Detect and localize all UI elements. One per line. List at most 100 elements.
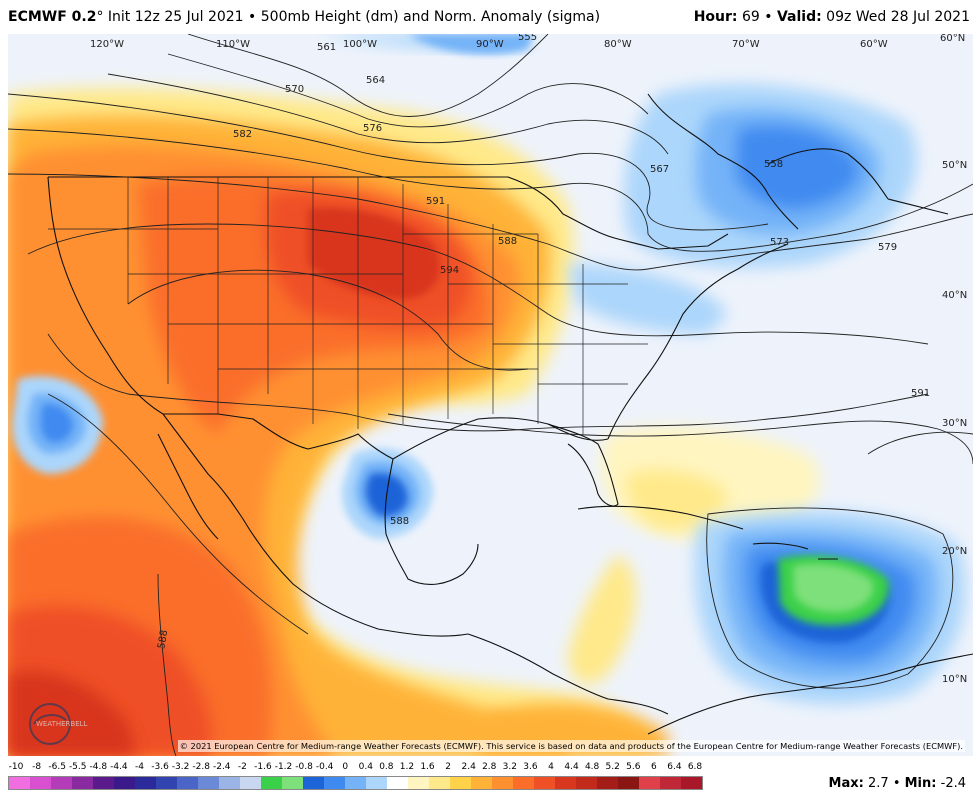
colorbar-label: 5.6 bbox=[626, 762, 641, 772]
lon-labels: 120°W 110°W 100°W 90°W 80°W 70°W 60°W bbox=[90, 39, 888, 50]
hour-value: 69 bbox=[741, 9, 760, 25]
colorbar-swatch bbox=[513, 777, 534, 789]
credit-text: © 2021 European Centre for Medium-range … bbox=[177, 740, 965, 752]
colorbar: -10 -8 -6.5 -5.5 -4.8 -4.4 -4 -3.6 -3.2 -2.8 -2.4-… bbox=[8, 762, 703, 802]
colorbar-swatch bbox=[681, 777, 702, 789]
colorbar-label: 5.2 bbox=[605, 762, 620, 772]
colorbar-label: -4.8 bbox=[89, 762, 108, 772]
lon-label: 100°W bbox=[343, 39, 377, 50]
contour-label: 576 bbox=[363, 123, 382, 134]
colorbar-label: 0 bbox=[342, 762, 349, 772]
colorbar-label: 1.6 bbox=[420, 762, 435, 772]
colorbar-label: 2.8 bbox=[482, 762, 497, 772]
colorbar-swatches bbox=[8, 776, 703, 790]
colorbar-label: 1.2 bbox=[399, 762, 415, 772]
colorbar-label: -0.4 bbox=[315, 762, 334, 772]
colorbar-swatch bbox=[177, 777, 198, 789]
colorbar-label: 2 bbox=[445, 762, 451, 772]
colorbar-label: 0.4 bbox=[358, 762, 373, 772]
colorbar-label: 0.8 bbox=[379, 762, 394, 772]
colorbar-label: -1.2 bbox=[274, 762, 293, 772]
negative-anomaly-fill bbox=[12, 34, 966, 705]
colorbar-swatch bbox=[261, 777, 282, 789]
title-separator: • bbox=[248, 9, 257, 25]
colorbar-swatch bbox=[387, 777, 408, 789]
colorbar-swatch bbox=[576, 777, 597, 789]
product-name: 500mb Height (dm) and Norm. Anomaly (sig… bbox=[260, 9, 601, 25]
colorbar-label: -3.2 bbox=[171, 762, 190, 772]
colorbar-swatch bbox=[30, 777, 51, 789]
colorbar-swatch bbox=[597, 777, 618, 789]
colorbar-swatch bbox=[555, 777, 576, 789]
colorbar-label: -1.6 bbox=[254, 762, 272, 772]
colorbar-swatch bbox=[534, 777, 555, 789]
colorbar-label: -8 bbox=[32, 762, 42, 772]
colorbar-label: 6 bbox=[650, 762, 657, 772]
colorbar-label: 2.4 bbox=[461, 762, 476, 772]
header: ECMWF 0.2° Init 12z 25 Jul 2021 • 500mb … bbox=[0, 0, 980, 32]
lat-labels: 60°N 50°N 40°N 30°N 20°N 10°N bbox=[940, 34, 967, 685]
colorbar-swatch bbox=[618, 777, 639, 789]
colorbar-label: -2 bbox=[237, 762, 247, 772]
valid-label: Valid: bbox=[776, 9, 822, 25]
colorbar-swatch bbox=[282, 777, 303, 789]
colorbar-swatch bbox=[9, 777, 30, 789]
lat-label: 60°N bbox=[940, 34, 965, 44]
state-lines bbox=[48, 177, 648, 434]
colorbar-label: 3.6 bbox=[523, 762, 538, 772]
colorbar-label: 3.2 bbox=[502, 762, 517, 772]
max-min-readout: Max: 2.7 • Min: -2.4 bbox=[829, 776, 966, 791]
colorbar-label: -3.6 bbox=[151, 762, 169, 772]
valid-separator: • bbox=[764, 9, 773, 25]
max-value: 2.7 bbox=[867, 776, 889, 791]
colorbar-labels: -10 -8 -6.5 -5.5 -4.8 -4.4 -4 -3.6 -3.2 -2.8 -2.4-… bbox=[8, 762, 703, 775]
colorbar-swatch bbox=[429, 777, 450, 789]
colorbar-swatch bbox=[366, 777, 387, 789]
contour-label: 558 bbox=[764, 159, 783, 170]
contour-label: 570 bbox=[285, 84, 304, 95]
contour-label: 582 bbox=[233, 129, 252, 140]
hour-label: Hour: bbox=[693, 9, 738, 25]
colorbar-label: -6.5 bbox=[48, 762, 66, 772]
lon-label: 70°W bbox=[732, 39, 760, 50]
max-label: Max: bbox=[828, 776, 864, 791]
weather-map: 120°W 110°W 100°W 90°W 80°W 70°W 60°W 60… bbox=[8, 34, 973, 756]
contour-label: 567 bbox=[650, 164, 669, 175]
min-value: -2.4 bbox=[940, 776, 966, 791]
colorbar-label: -4.4 bbox=[110, 762, 128, 772]
colorbar-swatch bbox=[660, 777, 681, 789]
lon-label: 90°W bbox=[476, 39, 504, 50]
colorbar-swatch bbox=[219, 777, 240, 789]
contour-label: 588 bbox=[498, 236, 517, 247]
lon-label: 60°W bbox=[860, 39, 888, 50]
colorbar-swatch bbox=[198, 777, 219, 789]
map-svg: 120°W 110°W 100°W 90°W 80°W 70°W 60°W 60… bbox=[8, 34, 973, 756]
colorbar-label: 6.4 bbox=[667, 762, 682, 772]
colorbar-swatch bbox=[93, 777, 114, 789]
lat-label: 20°N bbox=[942, 546, 967, 557]
colorbar-label: -5.5 bbox=[68, 762, 87, 772]
colorbar-swatch bbox=[639, 777, 660, 789]
contour-label: 555 bbox=[518, 34, 537, 43]
min-label: Min: bbox=[904, 776, 937, 791]
lat-label: 30°N bbox=[942, 418, 967, 429]
contour-label: 594 bbox=[440, 265, 459, 276]
map-borders bbox=[47, 93, 973, 735]
degree-mark: ° bbox=[96, 9, 104, 25]
colorbar-label: -10 bbox=[8, 762, 24, 772]
contour-label: 579 bbox=[878, 242, 897, 253]
colorbar-label: -0.8 bbox=[295, 762, 313, 772]
contour-label: 591 bbox=[911, 388, 930, 399]
contour-label: 573 bbox=[770, 237, 789, 248]
colorbar-swatch bbox=[240, 777, 261, 789]
contour-label: 588 bbox=[390, 516, 409, 527]
colorbar-swatch bbox=[72, 777, 93, 789]
colorbar-swatch bbox=[114, 777, 135, 789]
contour-label: 564 bbox=[366, 75, 385, 86]
lat-label: 50°N bbox=[942, 160, 967, 171]
weatherbell-logo: WEATHERBELL bbox=[29, 703, 88, 745]
contour-label: 591 bbox=[426, 196, 445, 207]
colorbar-swatch bbox=[345, 777, 366, 789]
colorbar-swatch bbox=[135, 777, 156, 789]
colorbar-swatch bbox=[51, 777, 72, 789]
